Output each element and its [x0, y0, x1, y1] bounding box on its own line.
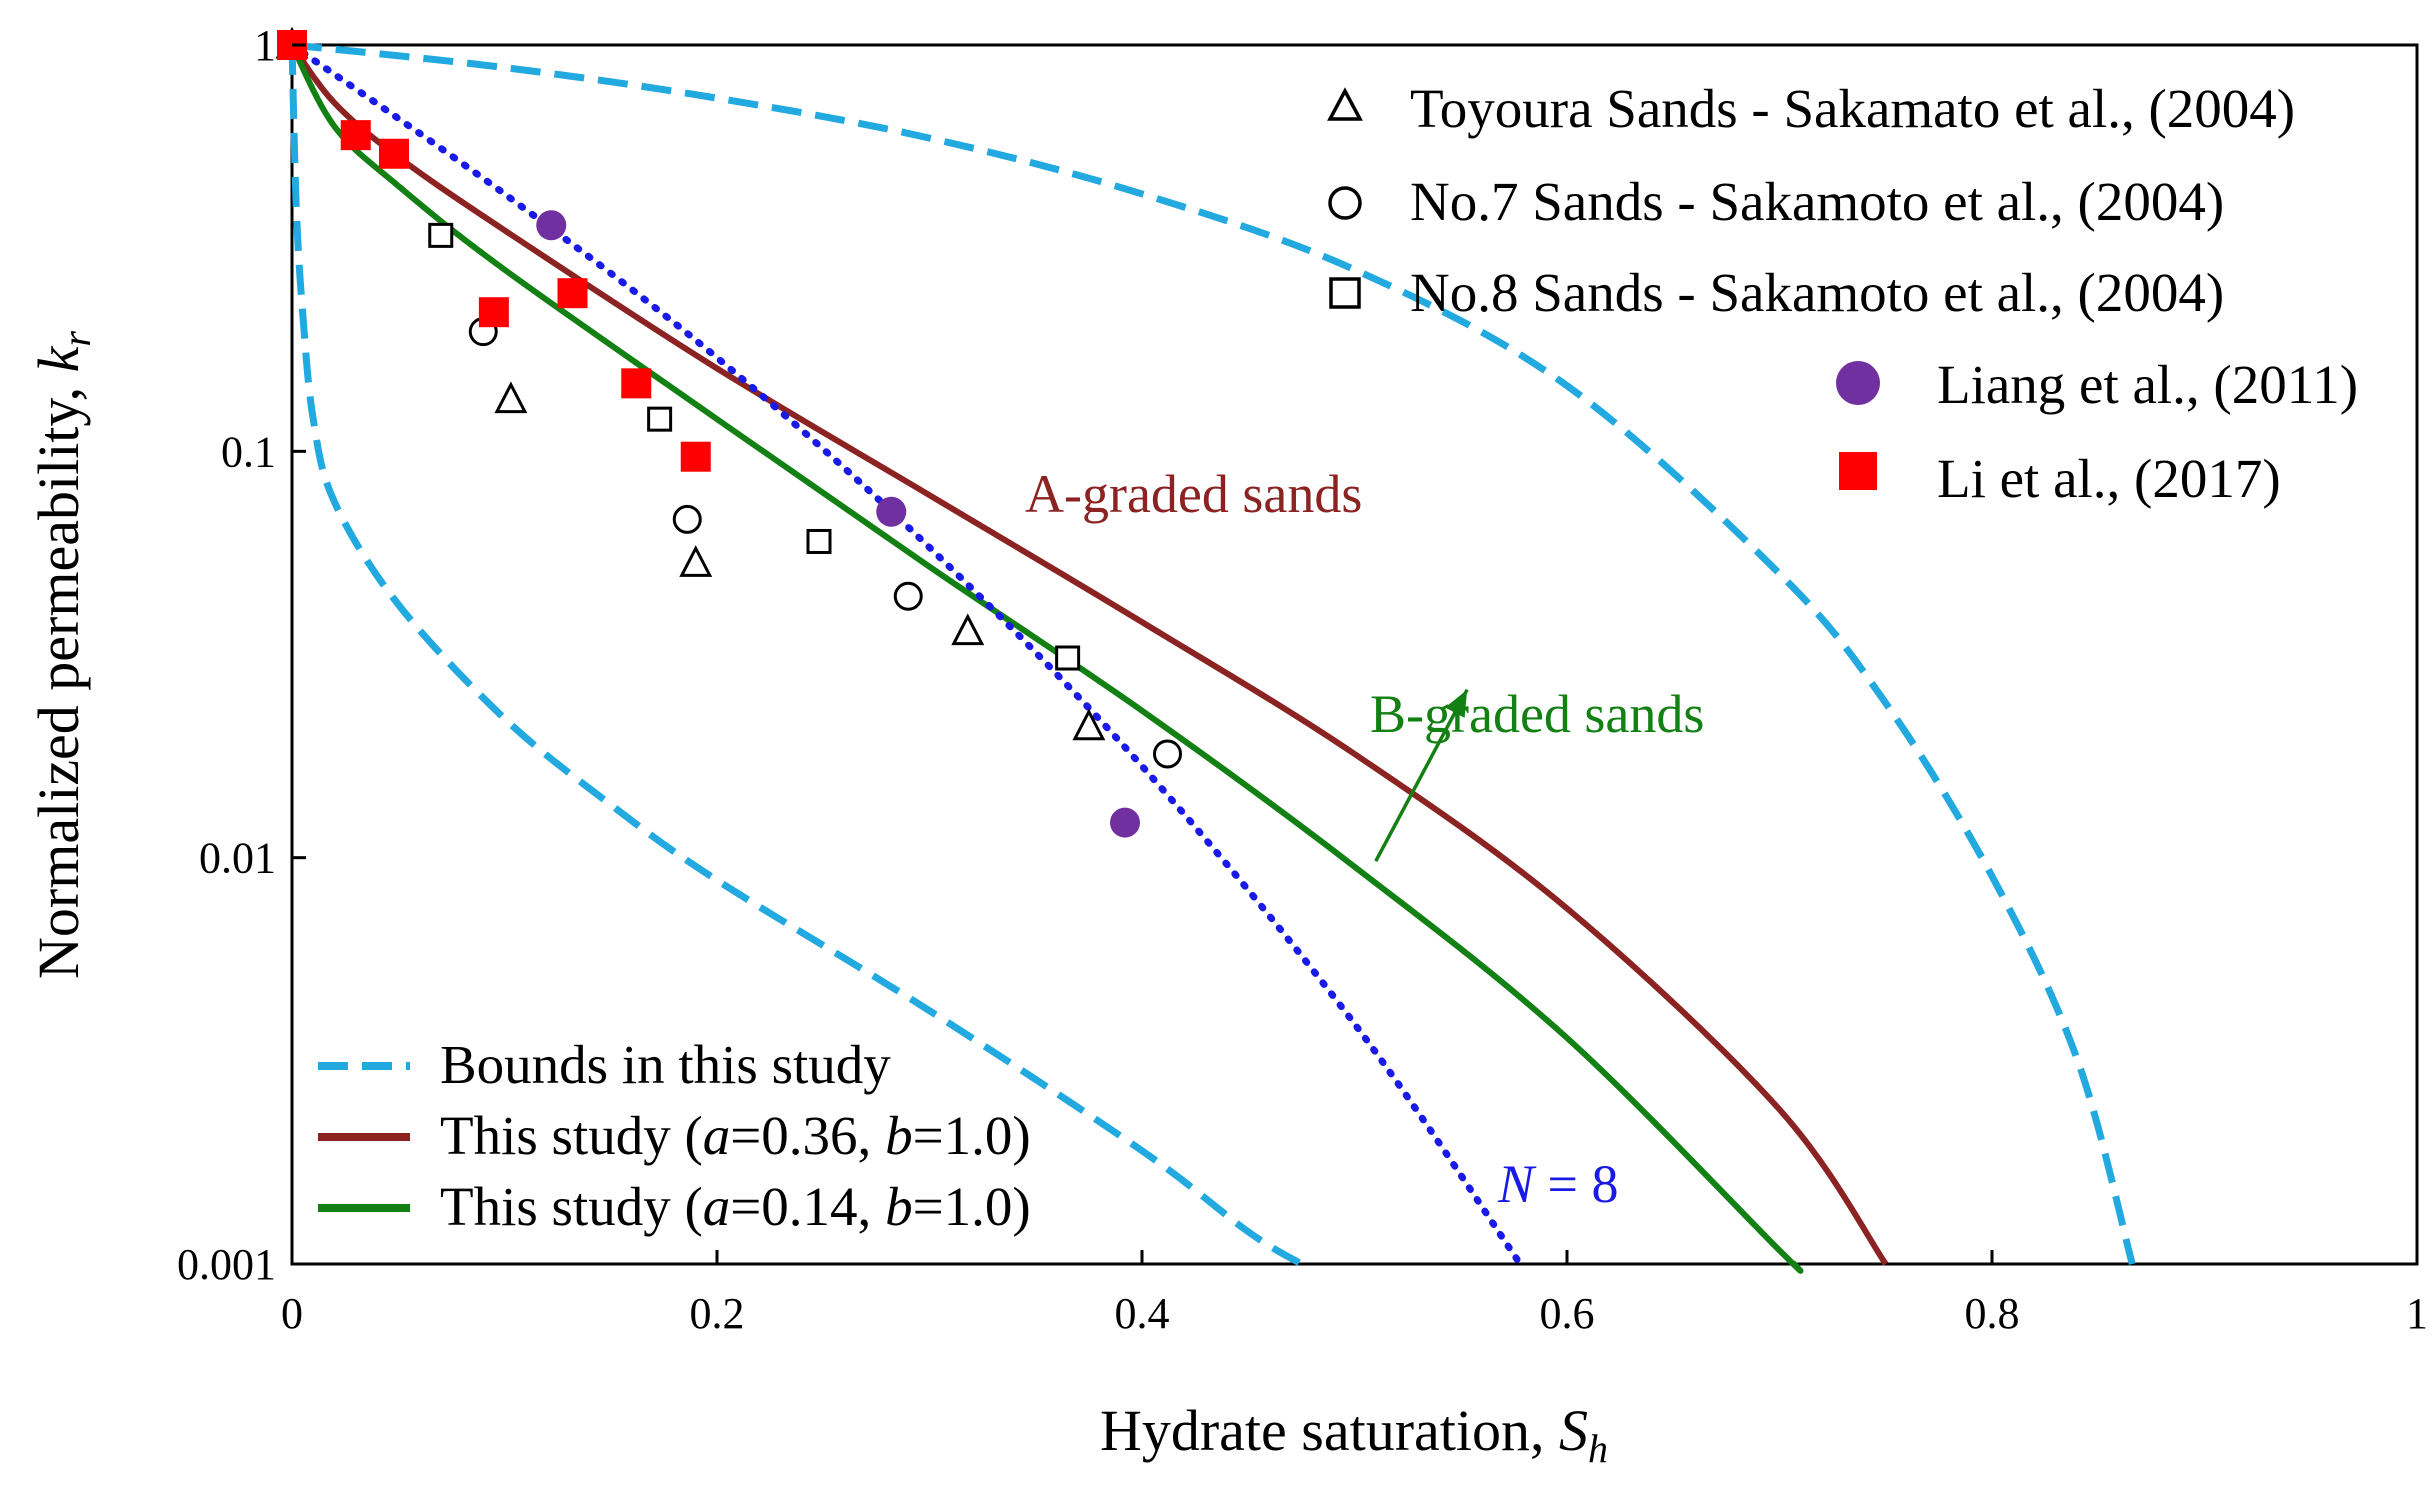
y-tick-label: 1 [254, 21, 276, 70]
legend-filled-circle-marker [1836, 361, 1880, 405]
data-point-2-3 [806, 528, 832, 554]
data-point-3-2 [1110, 807, 1140, 838]
data-point-0-3 [951, 613, 985, 646]
series-line-0 [291, 41, 2136, 1265]
annotation-b-graded: B-graded sands [1370, 684, 1704, 744]
series-line-1 [288, 44, 1304, 1268]
data-point-4-3 [478, 297, 509, 328]
y-tick-label: 0.01 [199, 834, 276, 883]
legend-item-toyoura: Toyoura Sands - Sakamato et al., (2004) [1327, 78, 2295, 139]
data-point-2-4 [1055, 645, 1081, 671]
legend-item-bounds: Bounds in this study [318, 1034, 891, 1095]
legend-square-marker [1329, 277, 1361, 309]
legend-bottom: Bounds in this study This study (a=0.36,… [318, 1034, 1031, 1237]
data-point-1-4 [1153, 739, 1182, 769]
legend-label-liang: Liang et al., (2011) [1937, 354, 2358, 415]
legend-label-bounds: Bounds in this study [440, 1034, 891, 1095]
series-line-2 [289, 43, 1889, 1266]
data-point-1-3 [893, 581, 923, 611]
annotation-n8: N = 8 [1497, 1154, 1619, 1214]
legend-item-no8: No.8 Sands - Sakamoto et al., (2004) [1329, 262, 2224, 323]
data-point-4-2 [379, 138, 409, 169]
plot-frame [290, 43, 2419, 1266]
y-axis-title: Normalized permeability, kr [26, 331, 99, 979]
b-graded-arrow [1374, 688, 1469, 863]
legend-label-toyoura: Toyoura Sands - Sakamato et al., (2004) [1410, 78, 2295, 139]
data-point-4-6 [680, 441, 711, 472]
y-tick-label: 0.1 [221, 427, 276, 476]
legend-label-a014: This study (a=0.14, b=1.0) [440, 1176, 1031, 1237]
legend-item-a014: This study (a=0.14, b=1.0) [318, 1176, 1031, 1237]
annotation-a-graded: A-graded sands [1025, 464, 1362, 524]
x-tick-label: 1 [2406, 1289, 2428, 1338]
legend-filled-square-marker [1839, 452, 1877, 490]
arrow-head [1445, 689, 1468, 718]
x-tick-label: 0.2 [690, 1289, 745, 1338]
x-tick-label: 0.4 [1115, 1289, 1170, 1338]
data-point-1-2 [672, 504, 702, 534]
legend-item-li: Li et al., (2017) [1839, 448, 2281, 509]
series-line-4 [288, 41, 1524, 1268]
data-point-4-1 [340, 120, 371, 151]
data-point-4-4 [557, 278, 588, 309]
legend-item-no7: No.7 Sands - Sakamoto et al., (2004) [1328, 171, 2224, 232]
y-tick-label: 0.001 [177, 1240, 276, 1289]
data-point-0-4 [1072, 708, 1106, 741]
markers-layer [275, 26, 1182, 838]
legend-item-liang: Liang et al., (2011) [1836, 354, 2358, 415]
legend-triangle-marker [1327, 87, 1363, 121]
x-tick-label: 0.6 [1540, 1289, 1595, 1338]
lines-layer [288, 41, 2136, 1274]
data-point-0-2 [679, 545, 713, 577]
legend-label-no8: No.8 Sands - Sakamoto et al., (2004) [1410, 262, 2224, 323]
legend-label-no7: No.7 Sands - Sakamoto et al., (2004) [1410, 171, 2224, 232]
legend-label-li: Li et al., (2017) [1937, 448, 2281, 509]
data-point-2-2 [647, 406, 673, 432]
x-tick-label: 0.8 [1965, 1289, 2020, 1338]
legend-top: Toyoura Sands - Sakamato et al., (2004) … [1327, 78, 2358, 509]
data-point-4-5 [621, 368, 652, 399]
data-point-0-1 [494, 381, 528, 414]
data-point-3-1 [876, 496, 907, 527]
legend-circle-marker [1328, 186, 1362, 220]
x-axis-title: Hydrate saturation, Sh [1100, 1398, 1608, 1471]
data-point-2-1 [428, 222, 454, 248]
legend-label-a036: This study (a=0.36, b=1.0) [440, 1105, 1031, 1166]
arrow-shaft [1374, 688, 1469, 863]
ticks-layer: 0 0.2 0.4 0.6 0.8 1 0.001 0.01 0.1 1 [177, 21, 2428, 1338]
legend-item-a036: This study (a=0.36, b=1.0) [318, 1105, 1031, 1166]
data-point-3-0 [536, 210, 567, 241]
x-tick-label: 0 [281, 1289, 303, 1338]
